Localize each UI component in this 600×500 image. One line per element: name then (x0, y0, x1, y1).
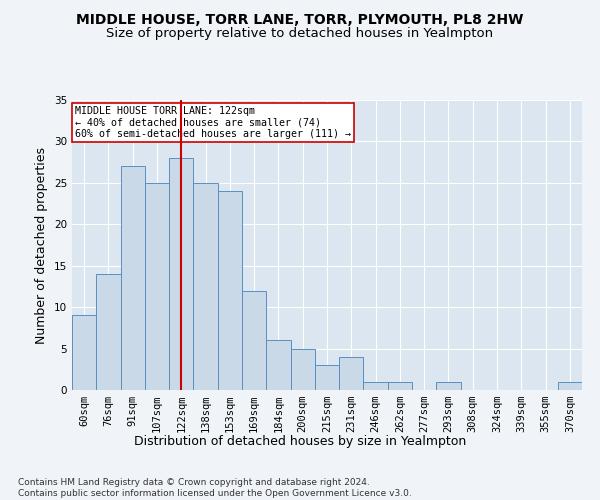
Text: Distribution of detached houses by size in Yealmpton: Distribution of detached houses by size … (134, 435, 466, 448)
Bar (339, 357, 364, 390)
Bar (218, 191, 242, 390)
Bar (121, 166, 145, 390)
Bar (364, 382, 388, 390)
Bar (145, 183, 169, 390)
Text: MIDDLE HOUSE TORR LANE: 122sqm
← 40% of detached houses are smaller (74)
60% of : MIDDLE HOUSE TORR LANE: 122sqm ← 40% of … (74, 106, 350, 139)
Bar (266, 340, 290, 390)
Bar (242, 290, 266, 390)
Bar (315, 365, 339, 390)
Bar (193, 183, 218, 390)
Bar (96, 274, 121, 390)
Text: MIDDLE HOUSE, TORR LANE, TORR, PLYMOUTH, PL8 2HW: MIDDLE HOUSE, TORR LANE, TORR, PLYMOUTH,… (76, 12, 524, 26)
Bar (436, 382, 461, 390)
Text: Size of property relative to detached houses in Yealmpton: Size of property relative to detached ho… (106, 28, 494, 40)
Bar (72, 316, 96, 390)
Bar (169, 158, 193, 390)
Y-axis label: Number of detached properties: Number of detached properties (35, 146, 49, 344)
Bar (290, 348, 315, 390)
Bar (558, 382, 582, 390)
Bar (388, 382, 412, 390)
Text: Contains HM Land Registry data © Crown copyright and database right 2024.
Contai: Contains HM Land Registry data © Crown c… (18, 478, 412, 498)
